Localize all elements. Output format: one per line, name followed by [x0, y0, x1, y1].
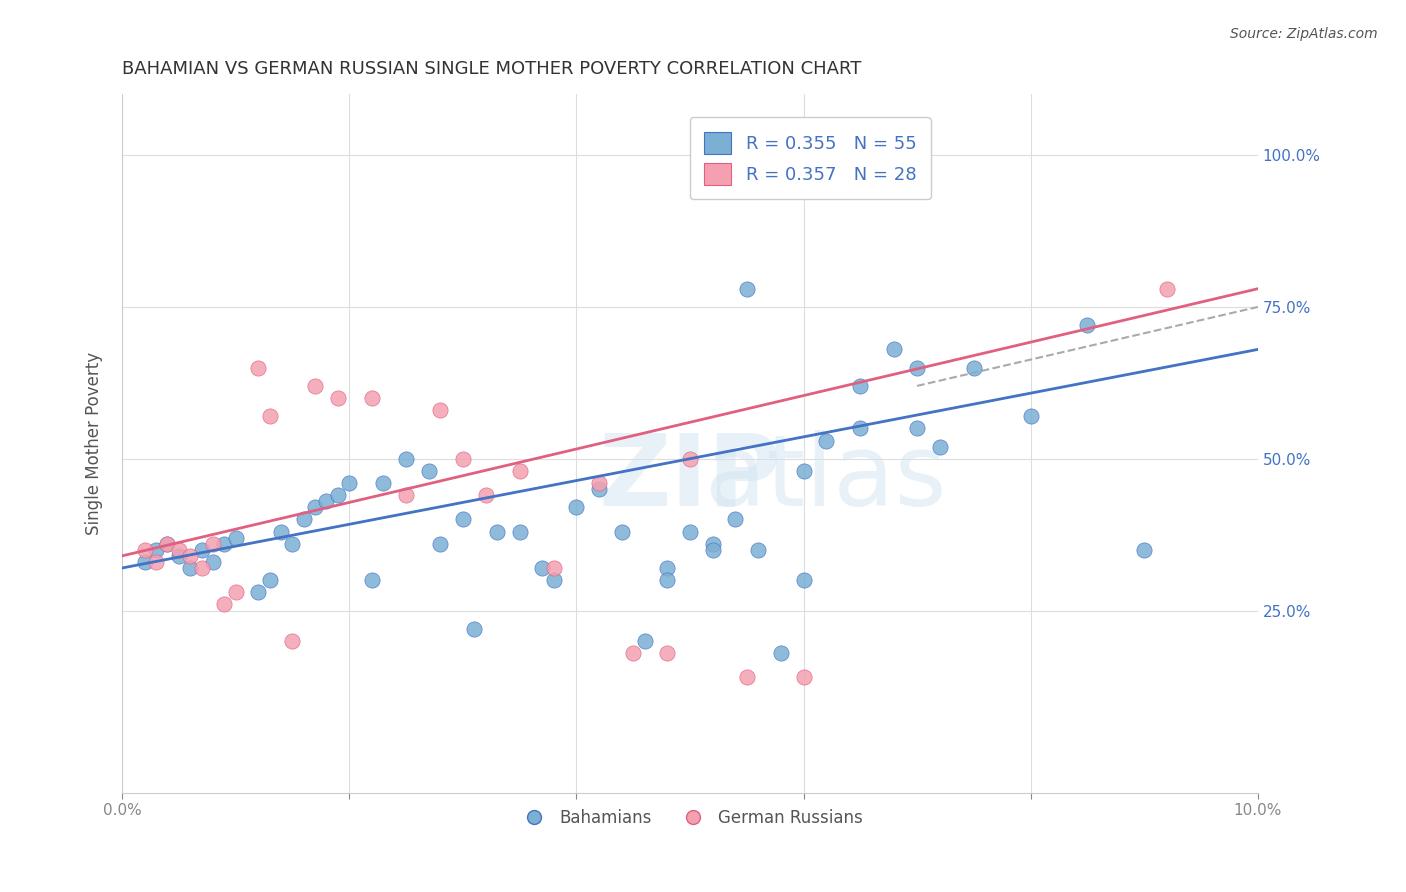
- Point: [145, 555, 167, 569]
- Point: [849, 421, 872, 435]
- Point: [1076, 318, 1098, 333]
- Point: [509, 524, 531, 539]
- Point: [849, 379, 872, 393]
- Text: BAHAMIAN VS GERMAN RUSSIAN SINGLE MOTHER POVERTY CORRELATION CHART: BAHAMIAN VS GERMAN RUSSIAN SINGLE MOTHER…: [122, 60, 862, 78]
- Point: [905, 421, 928, 435]
- Point: [134, 555, 156, 569]
- Point: [905, 360, 928, 375]
- Point: [1156, 282, 1178, 296]
- Point: [815, 434, 838, 448]
- Point: [145, 542, 167, 557]
- Point: [735, 670, 758, 684]
- Point: [429, 537, 451, 551]
- Point: [337, 475, 360, 490]
- Point: [190, 561, 212, 575]
- Point: [963, 360, 986, 375]
- Point: [657, 573, 679, 587]
- Point: [451, 451, 474, 466]
- Point: [315, 494, 337, 508]
- Point: [156, 537, 179, 551]
- Point: [769, 646, 792, 660]
- Point: [543, 573, 565, 587]
- Point: [1133, 542, 1156, 557]
- Point: [588, 482, 610, 496]
- Point: [679, 524, 702, 539]
- Point: [304, 379, 326, 393]
- Text: ZIP: ZIP: [599, 430, 782, 527]
- Point: [474, 488, 496, 502]
- Point: [485, 524, 508, 539]
- Point: [225, 585, 247, 599]
- Point: [201, 555, 224, 569]
- Point: [792, 573, 814, 587]
- Point: [679, 451, 702, 466]
- Point: [179, 549, 201, 563]
- Point: [326, 488, 349, 502]
- Point: [304, 500, 326, 515]
- Point: [883, 343, 905, 357]
- Point: [179, 561, 201, 575]
- Point: [361, 573, 384, 587]
- Point: [610, 524, 633, 539]
- Point: [259, 573, 281, 587]
- Point: [792, 464, 814, 478]
- Point: [395, 451, 418, 466]
- Point: [214, 537, 236, 551]
- Point: [747, 542, 769, 557]
- Point: [702, 537, 724, 551]
- Point: [225, 531, 247, 545]
- Point: [270, 524, 292, 539]
- Point: [247, 360, 270, 375]
- Point: [247, 585, 270, 599]
- Point: [463, 622, 485, 636]
- Point: [156, 537, 179, 551]
- Point: [429, 403, 451, 417]
- Point: [792, 670, 814, 684]
- Point: [190, 542, 212, 557]
- Point: [361, 391, 384, 405]
- Point: [134, 542, 156, 557]
- Point: [531, 561, 554, 575]
- Point: [633, 633, 655, 648]
- Point: [702, 542, 724, 557]
- Point: [281, 537, 304, 551]
- Point: [588, 475, 610, 490]
- Point: [543, 561, 565, 575]
- Point: [373, 475, 395, 490]
- Text: atlas: atlas: [706, 430, 948, 527]
- Point: [167, 549, 190, 563]
- Point: [214, 598, 236, 612]
- Point: [292, 512, 315, 526]
- Point: [928, 440, 950, 454]
- Text: Source: ZipAtlas.com: Source: ZipAtlas.com: [1230, 27, 1378, 41]
- Point: [657, 561, 679, 575]
- Point: [167, 542, 190, 557]
- Point: [326, 391, 349, 405]
- Point: [395, 488, 418, 502]
- Point: [724, 512, 747, 526]
- Point: [281, 633, 304, 648]
- Point: [418, 464, 440, 478]
- Point: [565, 500, 588, 515]
- Point: [201, 537, 224, 551]
- Point: [1019, 409, 1042, 424]
- Point: [451, 512, 474, 526]
- Point: [735, 282, 758, 296]
- Point: [621, 646, 644, 660]
- Point: [509, 464, 531, 478]
- Y-axis label: Single Mother Poverty: Single Mother Poverty: [86, 352, 103, 535]
- Point: [259, 409, 281, 424]
- Point: [657, 646, 679, 660]
- Legend: Bahamians, German Russians: Bahamians, German Russians: [510, 802, 869, 833]
